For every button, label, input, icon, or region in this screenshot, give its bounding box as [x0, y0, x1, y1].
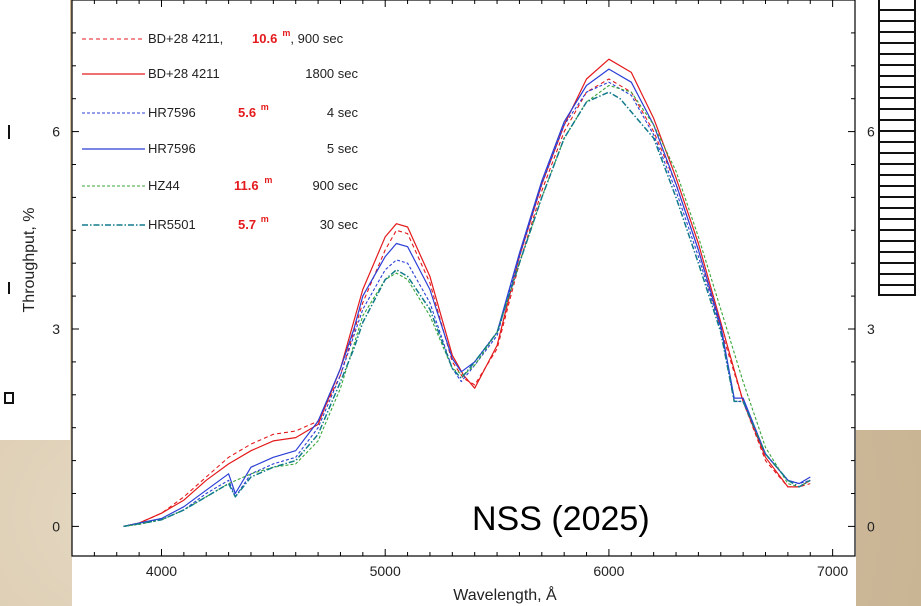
plot-frame: [71, 0, 856, 557]
legend-name: HZ44: [148, 178, 180, 193]
right-partial-tick-label: 6: [867, 124, 875, 140]
legend-name: BD+28 4211,: [148, 31, 223, 46]
series-line-6: [123, 91, 811, 528]
y-tick-label: 6: [52, 124, 60, 140]
legend-name: HR7596: [148, 141, 196, 156]
legend-exposure: 1800 sec: [305, 66, 358, 81]
legend-name: HR5501: [148, 217, 196, 232]
legend-exposure: 5 sec: [327, 141, 359, 156]
legend-magnitude: 10.6: [252, 31, 277, 46]
legend-magnitude: 11.6: [234, 178, 259, 193]
y-axis-title: Throughput, %: [21, 208, 38, 313]
legend-exposure: 4 sec: [327, 105, 359, 120]
right-cropped-axis-labels: 6 3 0: [867, 124, 875, 535]
legend-magnitude-suffix: m: [264, 175, 272, 185]
chart-background: [72, 0, 856, 606]
x-tick-label: 4000: [146, 563, 177, 579]
x-tick-label: 6000: [593, 563, 624, 579]
legend-magnitude-suffix: m: [261, 214, 269, 224]
axis-tick-labels: 4000 5000 6000 7000 0 3 6: [52, 124, 848, 579]
legend-magnitude-suffix: m: [282, 28, 290, 38]
legend-name: HR7596: [148, 105, 196, 120]
legend-exposure: , 900 sec: [290, 31, 343, 46]
left-cropped-mark-top: [8, 125, 10, 139]
left-cropped-mark-mid: [8, 282, 10, 294]
legend-name: BD+28 4211: [148, 66, 220, 81]
y-tick-label: 3: [52, 321, 60, 337]
right-partial-tick-label: 3: [867, 321, 875, 337]
legend-exposure: 900 sec: [312, 178, 358, 193]
axis-ticks: [71, 0, 856, 556]
legend-magnitude: 5.7: [238, 217, 256, 232]
series-line-4: [123, 68, 811, 527]
legend-magnitude: 5.6: [238, 105, 256, 120]
x-tick-label: 7000: [817, 563, 848, 579]
right-cropped-ruler: [878, 0, 916, 296]
right-partial-tick-label: 0: [867, 518, 875, 534]
x-axis-title: Wavelength, Å: [453, 585, 557, 604]
x-tick-label: 5000: [370, 563, 401, 579]
left-cropped-panel: [0, 0, 70, 440]
series-lines: [123, 58, 811, 528]
y-tick-label: 0: [52, 518, 60, 534]
annotation-nss-2025: NSS (2025): [472, 500, 650, 538]
legend-exposure: 30 sec: [320, 217, 359, 232]
legend-magnitude-suffix: m: [261, 102, 269, 112]
left-cropped-mark-bottom: [4, 392, 14, 404]
